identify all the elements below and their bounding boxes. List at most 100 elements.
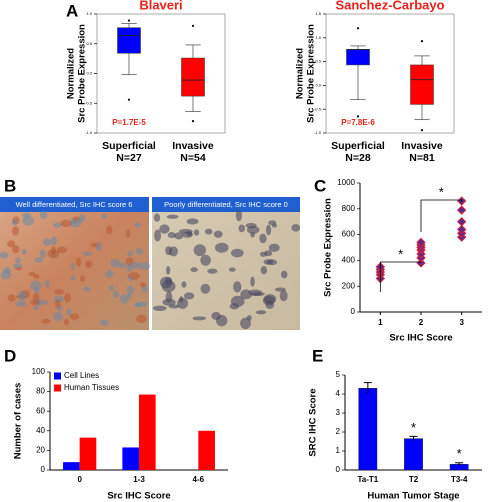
cell-nucleus <box>11 226 19 236</box>
legend-swatch <box>54 384 61 392</box>
cell-nucleus <box>55 299 61 308</box>
cell-nucleus <box>127 250 134 257</box>
cell-nucleus <box>235 209 243 222</box>
significance: * <box>398 246 403 261</box>
cell-nucleus <box>229 303 240 310</box>
legend-label: Cell Lines <box>64 371 99 380</box>
y-tick-label: 20 <box>36 446 45 455</box>
n-label: N=27 <box>116 152 142 164</box>
cell-nucleus <box>178 228 193 234</box>
cell-nucleus <box>39 249 46 258</box>
legend-label: Human Tissues <box>64 383 119 392</box>
bar <box>404 438 423 471</box>
cell-nucleus <box>15 301 27 307</box>
caption-bar <box>0 197 149 212</box>
cell-nucleus <box>262 295 275 306</box>
outlier <box>127 19 131 22</box>
x-tick-label: 3 <box>459 318 464 327</box>
y-tick-label: 0.0 <box>86 71 92 76</box>
y-tick-label: 2 <box>336 427 341 436</box>
y-tick-label: 4 <box>336 389 341 398</box>
y-axis-label: SRC IHC Score <box>308 388 319 456</box>
cell-nucleus <box>28 272 35 277</box>
cell-nucleus <box>126 229 131 239</box>
y-tick-label: 200 <box>342 281 356 290</box>
cell-nucleus <box>126 286 134 295</box>
point <box>416 237 426 248</box>
bar <box>63 462 80 470</box>
y-tick-label: 1.0 <box>315 35 321 40</box>
cell-nucleus <box>139 282 146 288</box>
outlier <box>191 24 195 27</box>
bar <box>79 437 97 470</box>
cell-nucleus <box>7 240 16 248</box>
y-tick-label: 1.5 <box>315 11 321 16</box>
cell-nucleus <box>161 280 176 293</box>
x-tick-label: 1-3 <box>133 475 145 484</box>
x-tick-label: T2 <box>409 475 419 484</box>
cell-nucleus <box>153 213 161 222</box>
p-value: P=1.7E-5 <box>112 118 146 127</box>
box <box>410 64 434 105</box>
cell-nucleus <box>200 283 211 294</box>
cell-nucleus <box>63 318 70 326</box>
cell-nucleus <box>47 249 60 259</box>
cell-nucleus <box>0 251 9 259</box>
cell-nucleus <box>64 292 71 303</box>
bar <box>122 447 139 470</box>
x-tick-label: 4-6 <box>193 475 205 484</box>
cell-nucleus <box>76 257 82 267</box>
n-label: N=54 <box>180 152 206 164</box>
x-tick-label: 1 <box>378 318 383 327</box>
outlier <box>420 40 424 43</box>
panel-label: D <box>4 346 16 365</box>
legend-swatch <box>54 372 61 380</box>
category-label: Invasive <box>401 140 443 152</box>
cell-nucleus <box>166 214 179 219</box>
image-caption: Poorly differentiated, Src IHC score 0 <box>164 200 288 209</box>
y-tick-label: 1000 <box>337 178 355 187</box>
cell-nucleus <box>280 270 288 279</box>
cell-nucleus <box>135 247 144 255</box>
n-label: N=28 <box>345 152 371 164</box>
significance: * <box>457 446 462 461</box>
cell-nucleus <box>11 245 20 254</box>
cell-nucleus <box>80 275 86 282</box>
y-tick-label: -0.5 <box>314 106 322 111</box>
x-tick-label: Ta-T1 <box>357 475 378 484</box>
cell-nucleus <box>193 244 206 257</box>
cell-nucleus <box>108 285 115 291</box>
cell-nucleus <box>119 262 127 269</box>
y-tick-label: 600 <box>342 230 356 239</box>
x-tick-label: T3-4 <box>451 475 468 484</box>
cell-nucleus <box>165 246 173 256</box>
cell-nucleus <box>135 301 147 308</box>
cell-nucleus <box>193 229 200 236</box>
y-tick-label: -1.0 <box>314 130 322 135</box>
cell-nucleus <box>7 294 16 302</box>
cell-nucleus <box>70 262 75 271</box>
cell-nucleus <box>45 280 50 288</box>
x-tick-label: 0 <box>77 475 82 484</box>
panel-label: A <box>66 1 78 20</box>
cell-nucleus <box>82 251 92 256</box>
point <box>456 205 467 215</box>
cell-nucleus <box>106 225 113 235</box>
cell-nucleus <box>22 215 34 226</box>
y-tick-label: 0.5 <box>86 41 92 46</box>
y-axis-label: Src Probe Expression <box>323 198 334 297</box>
outlier <box>127 98 131 101</box>
cell-nucleus <box>159 224 170 234</box>
y-axis-label: Src Probe Expression <box>77 24 88 123</box>
cell-nucleus <box>207 268 218 274</box>
cell-nucleus <box>154 229 162 242</box>
caption-bar <box>152 197 300 212</box>
cell-nucleus <box>33 305 39 311</box>
y-tick-label: 3 <box>336 408 341 417</box>
cell-nucleus <box>183 292 195 300</box>
bracket <box>379 261 421 292</box>
cell-nucleus <box>129 262 141 269</box>
chart-title: Blaveri <box>139 0 182 12</box>
bar <box>198 430 215 470</box>
cell-nucleus <box>30 280 42 291</box>
